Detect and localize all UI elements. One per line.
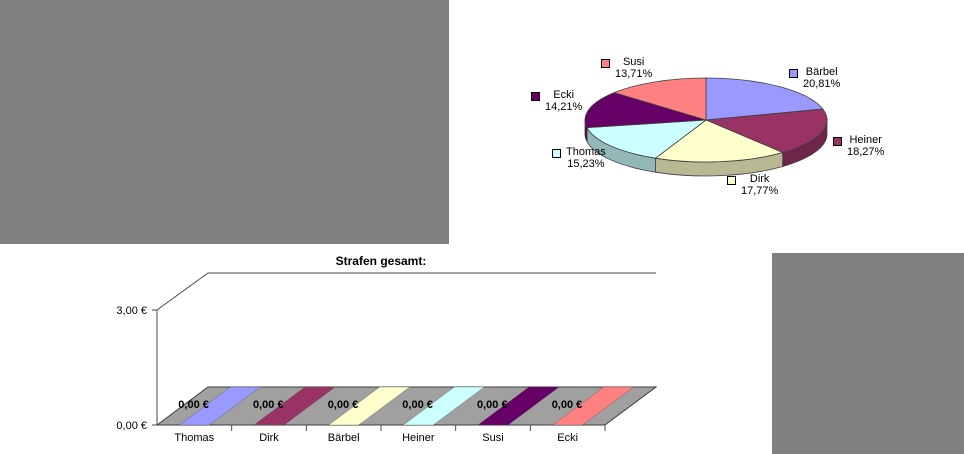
pie-data-label-Heiner[interactable]: Heiner 18,27% (833, 134, 884, 158)
bar-axis-frame (156, 272, 656, 425)
category-label-Bärbel: Bärbel (328, 432, 360, 444)
legend-key-icon (552, 149, 561, 158)
pie-chart-plot (584, 77, 828, 177)
bar-data-label-Heiner: 0,00 € (402, 399, 433, 411)
pie-slice-Ecki[interactable] (584, 92, 707, 129)
pie-chart[interactable]: Bärbel 20,81% Heiner 18,27% Dirk 17,77% Thomas… (449, 0, 964, 253)
category-label-Ecki: Ecki (557, 432, 578, 444)
bar-series-Ecki[interactable] (551, 386, 635, 426)
pie-label-text: Dirk 17,77% (741, 173, 779, 197)
pie-slice-Bärbel[interactable] (705, 77, 824, 121)
category-label-Susi: Susi (482, 432, 503, 444)
legend-key-icon (789, 69, 798, 78)
pie-label-text: Heiner 18,27% (847, 134, 885, 158)
pie-label-text: Ecki 14,21% (545, 89, 583, 113)
pie-data-label-Bärbel[interactable]: Bärbel 20,81% (789, 66, 840, 90)
bar-data-label-Thomas: 0,00 € (178, 399, 209, 411)
sheet-background-top-left (0, 0, 449, 244)
pie-data-label-Thomas[interactable]: Thomas 15,23% (552, 146, 606, 170)
pie-data-label-Dirk[interactable]: Dirk 17,77% (727, 173, 778, 197)
bar-data-label-Susi: 0,00 € (477, 399, 508, 411)
legend-key-icon (727, 176, 736, 185)
bar-series-Susi[interactable] (477, 386, 560, 426)
bar-data-label-Ecki: 0,00 € (552, 399, 583, 411)
pie-slice-Thomas[interactable] (586, 119, 707, 159)
pie-slice-Susi[interactable] (613, 77, 707, 121)
category-label-Thomas: Thomas (174, 432, 214, 444)
bar-series-Heiner[interactable] (402, 386, 486, 426)
pie-slice-Heiner[interactable] (705, 108, 828, 153)
bar-data-label-Bärbel: 0,00 € (328, 399, 359, 411)
category-label-Dirk: Dirk (259, 432, 279, 444)
legend-key-icon (833, 137, 842, 146)
bar-series-Dirk[interactable] (253, 386, 336, 426)
pie-slice-Dirk[interactable] (655, 119, 784, 163)
bar-chart-plot: 0,00 € Thomas 0,00 € Dirk 0,00 € Bärbel 0,00 €… (152, 272, 658, 444)
bar-chart-title: Strafen gesamt: (335, 254, 427, 268)
y-axis-label-max: 3,00 € (116, 305, 147, 317)
pie-data-label-Ecki[interactable]: Ecki 14,21% (531, 89, 582, 113)
pie-label-text: Bärbel 20,81% (803, 66, 841, 90)
pie-label-text: Susi 13,71% (615, 56, 653, 80)
bar-series-Bärbel[interactable] (327, 386, 411, 426)
bar-chart[interactable]: Strafen gesamt: 3,00 € 0,00 € 0,00 € Thom… (0, 244, 772, 454)
legend-key-icon (601, 59, 610, 68)
sheet-background-bottom-right (772, 253, 964, 454)
category-label-Heiner: Heiner (402, 432, 435, 444)
bar-series-Thomas[interactable] (178, 386, 262, 426)
pie-data-label-Susi[interactable]: Susi 13,71% (601, 56, 652, 80)
y-axis-label-min: 0,00 € (116, 420, 147, 432)
bar-data-label-Dirk: 0,00 € (253, 399, 284, 411)
pie-label-text: Thomas 15,23% (566, 146, 606, 170)
legend-key-icon (531, 92, 540, 101)
